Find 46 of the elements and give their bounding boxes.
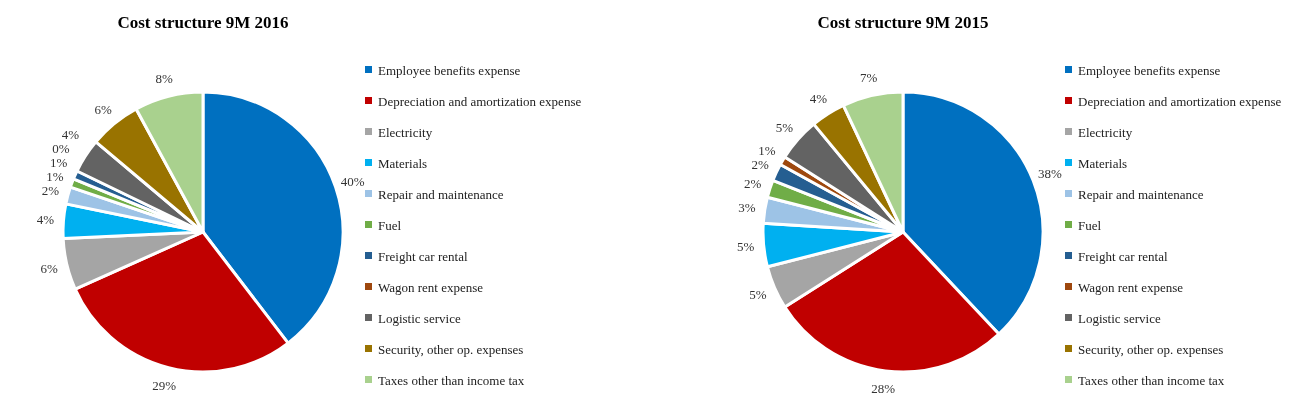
data-label: 1%: [758, 143, 776, 159]
legend-label: Electricity: [1078, 124, 1133, 140]
data-label: 28%: [871, 381, 896, 397]
legend-label: Electricity: [378, 124, 433, 140]
chart-title: Cost structure 9M 2016: [117, 13, 289, 32]
data-label: 3%: [738, 199, 756, 215]
data-label: 4%: [36, 212, 55, 228]
legend-label: Repair and maintenance: [378, 186, 504, 202]
legend-label: Materials: [378, 155, 428, 171]
legend-label: Taxes other than income tax: [1078, 372, 1225, 388]
text: 0%: [52, 141, 70, 157]
data-label: 38%: [1037, 166, 1062, 182]
data-label: 4%: [61, 127, 80, 143]
legend-label: Logistic service: [1078, 310, 1161, 326]
legend-label: Wagon rent expense: [1078, 279, 1184, 295]
chart-title: Cost structure 9M 2015: [817, 13, 989, 32]
data-label: 6%: [40, 261, 59, 277]
legend-label: Employee benefits expense: [1078, 62, 1221, 78]
data-label: 4%: [809, 91, 828, 107]
data-label: 2%: [41, 183, 60, 199]
data-label: 5%: [737, 239, 755, 255]
legend-label: Depreciation and amortization expense: [1078, 93, 1282, 109]
legend-label: Fuel: [1078, 217, 1102, 233]
legend-label: Security, other op. expenses: [378, 341, 524, 357]
legend-label: Fuel: [378, 217, 402, 233]
data-label: 5%: [775, 120, 794, 136]
legend-label: Materials: [1078, 155, 1128, 171]
data-label: 1%: [46, 169, 64, 185]
legend-label: Repair and maintenance: [1078, 186, 1204, 202]
data-label: 5%: [749, 287, 767, 303]
legend-label: Employee benefits expense: [378, 62, 521, 78]
data-label: 2%: [751, 157, 769, 173]
legend-label: Wagon rent expense: [378, 279, 484, 295]
legend-label: Freight car rental: [378, 248, 468, 264]
legend-label: Logistic service: [378, 310, 461, 326]
data-label: 40%: [340, 173, 365, 189]
legend-label: Freight car rental: [1078, 248, 1168, 264]
legend-label: Depreciation and amortization expense: [378, 93, 582, 109]
data-label: 29%: [152, 377, 177, 393]
data-label: 7%: [859, 70, 878, 86]
data-label: 2%: [744, 175, 762, 191]
legend-label: Taxes other than income tax: [378, 372, 525, 388]
legend-label: Security, other op. expenses: [1078, 341, 1224, 357]
data-label: 6%: [94, 102, 112, 118]
data-label: 1%: [50, 155, 68, 171]
data-label: 8%: [155, 71, 173, 87]
